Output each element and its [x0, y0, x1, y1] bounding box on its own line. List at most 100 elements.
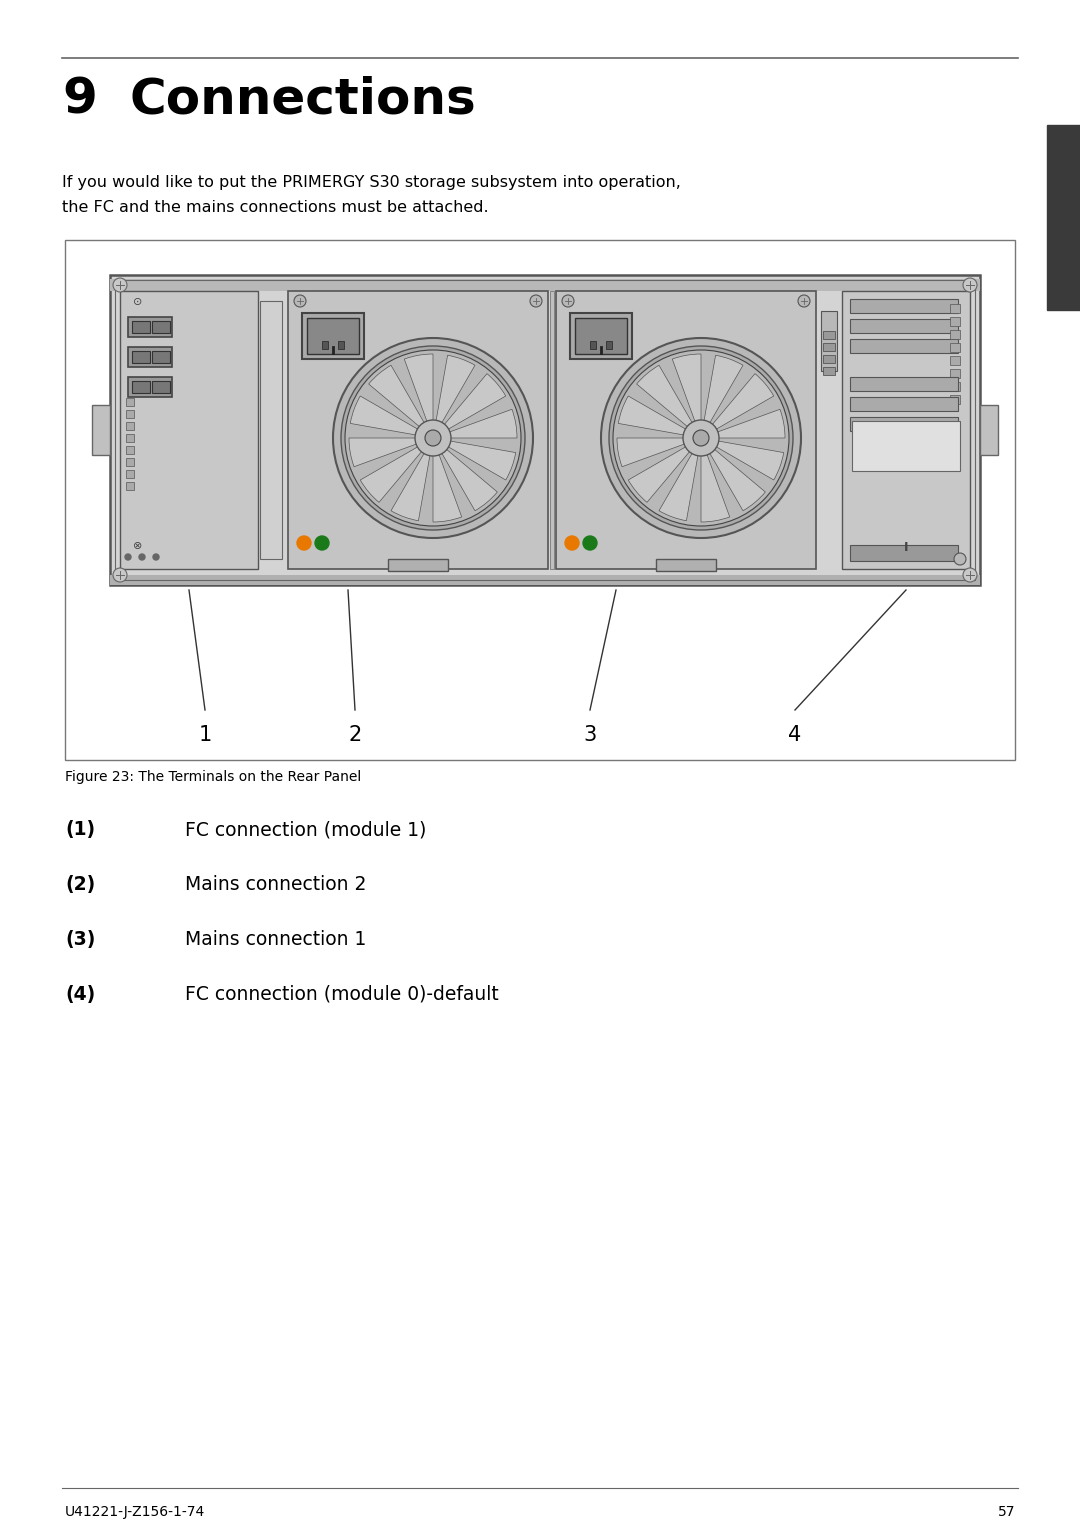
Text: (4): (4) — [65, 985, 95, 1005]
Text: 3: 3 — [583, 725, 596, 745]
Bar — [950, 382, 960, 391]
Circle shape — [315, 537, 329, 550]
Bar — [152, 352, 170, 362]
Circle shape — [426, 430, 441, 446]
Text: Mains connection 1: Mains connection 1 — [185, 930, 366, 950]
Wedge shape — [636, 365, 701, 437]
Circle shape — [693, 430, 708, 446]
Bar — [126, 469, 134, 479]
Bar — [322, 341, 328, 349]
Bar — [132, 381, 150, 393]
Bar — [260, 301, 282, 560]
Bar — [110, 278, 980, 291]
Bar — [152, 321, 170, 333]
Bar — [850, 378, 958, 391]
Wedge shape — [701, 410, 785, 437]
Text: 2: 2 — [349, 725, 362, 745]
Bar — [842, 291, 970, 569]
Text: If you would like to put the PRIMERGY S30 storage subsystem into operation,: If you would like to put the PRIMERGY S3… — [62, 174, 680, 190]
Circle shape — [125, 553, 131, 560]
Wedge shape — [433, 373, 505, 437]
Bar — [852, 420, 960, 471]
Bar — [129, 317, 172, 336]
Bar — [288, 291, 548, 569]
Wedge shape — [618, 396, 701, 437]
Circle shape — [954, 553, 966, 566]
Bar — [126, 422, 134, 430]
Bar — [950, 342, 960, 352]
Wedge shape — [433, 355, 475, 437]
Bar — [114, 280, 975, 579]
Text: (3): (3) — [65, 930, 95, 950]
Bar — [850, 398, 958, 411]
Bar — [823, 330, 835, 339]
Bar — [338, 341, 345, 349]
Text: 1: 1 — [199, 725, 212, 745]
Text: 4: 4 — [788, 725, 801, 745]
Bar — [570, 313, 632, 359]
Bar — [132, 321, 150, 333]
Wedge shape — [701, 437, 784, 480]
Wedge shape — [361, 437, 433, 503]
Wedge shape — [672, 355, 701, 437]
Circle shape — [963, 278, 977, 292]
Text: ⊗: ⊗ — [133, 541, 143, 550]
Text: (1): (1) — [65, 820, 95, 839]
Bar — [126, 482, 134, 489]
Wedge shape — [701, 437, 730, 521]
Circle shape — [562, 295, 573, 307]
Bar — [132, 352, 150, 362]
Wedge shape — [349, 437, 433, 466]
Circle shape — [333, 338, 534, 538]
Bar — [126, 410, 134, 417]
Text: U41221-J-Z156-1-74: U41221-J-Z156-1-74 — [65, 1505, 205, 1518]
Bar — [550, 291, 554, 569]
Bar — [65, 240, 1015, 760]
Bar — [950, 394, 960, 404]
Circle shape — [294, 295, 306, 307]
Circle shape — [600, 338, 801, 538]
Bar — [302, 313, 364, 359]
Bar — [850, 339, 958, 353]
Bar — [950, 330, 960, 339]
Bar — [575, 318, 627, 355]
Bar — [590, 341, 596, 349]
Circle shape — [963, 567, 977, 583]
Text: Figure 23: The Terminals on the Rear Panel: Figure 23: The Terminals on the Rear Pan… — [65, 771, 361, 784]
Circle shape — [341, 346, 525, 531]
Circle shape — [153, 553, 159, 560]
Bar — [129, 378, 172, 398]
Circle shape — [798, 295, 810, 307]
Text: I: I — [904, 541, 908, 553]
Bar — [850, 300, 958, 313]
Wedge shape — [701, 355, 743, 437]
Bar — [823, 367, 835, 375]
Bar — [656, 560, 716, 570]
Circle shape — [530, 295, 542, 307]
Bar — [823, 342, 835, 352]
Bar — [307, 318, 359, 355]
Bar — [126, 434, 134, 442]
Wedge shape — [701, 437, 766, 511]
Bar — [821, 310, 837, 372]
Text: ⊙: ⊙ — [133, 297, 143, 307]
Wedge shape — [433, 437, 516, 480]
Bar — [950, 304, 960, 313]
Wedge shape — [350, 396, 433, 437]
Bar — [606, 341, 612, 349]
Circle shape — [113, 278, 127, 292]
Text: the FC and the mains connections must be attached.: the FC and the mains connections must be… — [62, 200, 488, 216]
Wedge shape — [404, 355, 433, 437]
Bar — [126, 398, 134, 407]
Wedge shape — [659, 437, 701, 521]
Text: 9: 9 — [62, 75, 97, 122]
Bar — [126, 446, 134, 454]
Bar — [1047, 125, 1080, 310]
Bar — [388, 560, 448, 570]
Wedge shape — [391, 437, 433, 521]
Circle shape — [415, 420, 451, 456]
Bar — [980, 405, 998, 456]
Bar — [92, 405, 110, 456]
Wedge shape — [433, 437, 462, 521]
Bar — [120, 291, 258, 569]
